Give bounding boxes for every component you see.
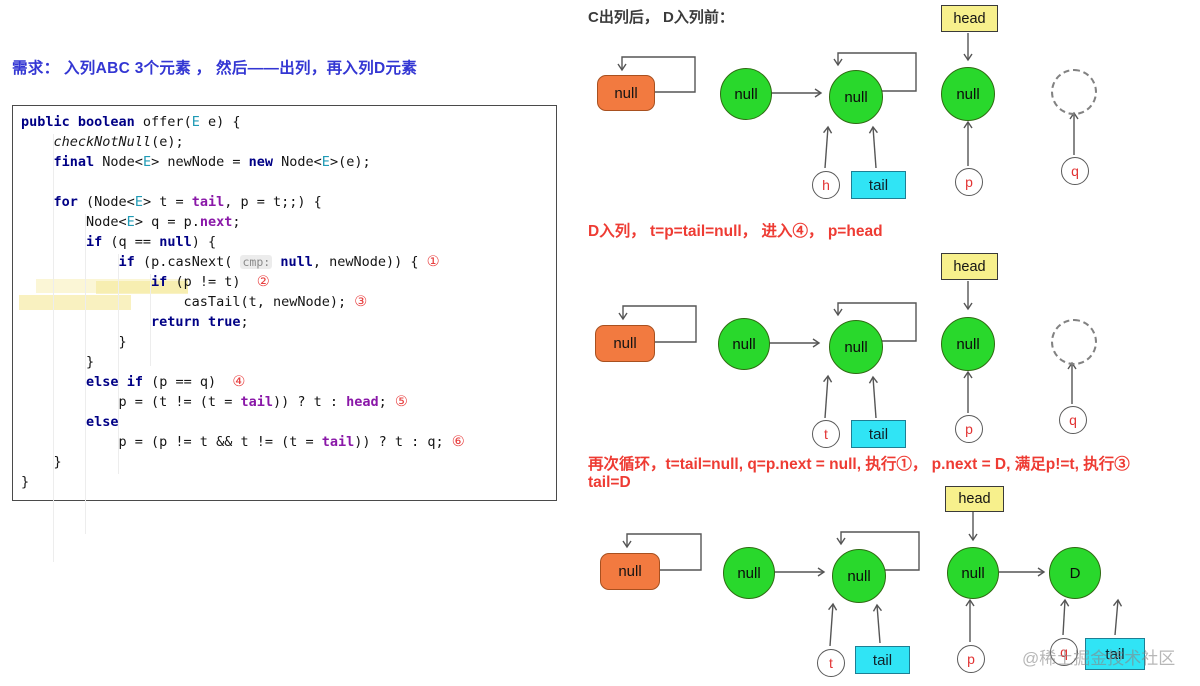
queue-node-3: null (941, 67, 995, 121)
code-line: } (21, 354, 95, 370)
code-line: checkNotNull(e); (53, 134, 184, 150)
code-line: if (p != t) ② (151, 274, 270, 290)
removed-node-placeholder (1051, 69, 1097, 115)
requirement-text: 需求： 入列ABC 3个元素 ， 然后——出列，再入列D元素 (12, 60, 418, 77)
code-line: p = (t != (t = tail)) ? t : head; ⑤ (21, 394, 408, 410)
head-label: head (941, 253, 998, 280)
diagram-after-c-dequeue: C出列后， D入列前： head null null null null h t… (585, 0, 1200, 215)
pointer-p: p (957, 645, 985, 673)
code-line: if (p.casNext( cmp: null, newNode)) { ① (118, 254, 440, 270)
code-line: return true; (151, 314, 249, 330)
indent-guide (85, 214, 86, 534)
code-line: else (86, 414, 119, 430)
code-line: for (Node<E> t = tail, p = t;;) { (53, 194, 322, 210)
pointer-q: q (1050, 638, 1078, 666)
sentinel-node: null (600, 553, 660, 590)
tail-label-new: tail (1085, 638, 1145, 670)
code-line: casTail(t, newNode); ③ (21, 294, 368, 310)
diagram2-annotation: D入列， t=p=tail=null， 进入④， p=head (588, 223, 883, 240)
queue-node-d: D (1049, 547, 1101, 599)
pointer-q: q (1059, 406, 1087, 434)
sentinel-node: null (597, 75, 655, 111)
pointer-t: t (817, 649, 845, 677)
diagram1-title: C出列后， D入列前： (588, 9, 734, 26)
pointer-q: q (1061, 157, 1089, 185)
queue-node-3: null (947, 547, 999, 599)
diagram2-arrows (618, 281, 1077, 419)
tail-label: tail (851, 420, 906, 448)
indent-guide (118, 254, 119, 474)
code-lines: public boolean offer(E e) { checkNotNull… (21, 112, 554, 492)
pointer-t: t (812, 420, 840, 448)
queue-node-3: null (941, 317, 995, 371)
queue-node-1: null (723, 547, 775, 599)
indent-guide (150, 274, 151, 366)
watermark: @稀土掘金技术社区 (1022, 649, 1176, 668)
code-line: } (21, 334, 127, 350)
pointer-p: p (955, 415, 983, 443)
queue-node-2: null (829, 320, 883, 374)
code-line: } (21, 454, 62, 470)
queue-node-1: null (720, 68, 772, 120)
indent-guide (53, 134, 54, 562)
sentinel-node: null (595, 325, 655, 362)
diagram-d-appended: 再次循环，t=tail=null, q=p.next = null, 执行①， … (585, 450, 1200, 686)
diagram3-annotation-line2: tail=D (588, 474, 631, 491)
pointer-p: p (955, 168, 983, 196)
removed-node-placeholder (1051, 319, 1097, 365)
code-line: final Node<E> newNode = new Node<E>(e); (53, 154, 371, 170)
diagram3-annotation-line1: 再次循环，t=tail=null, q=p.next = null, 执行①， … (588, 456, 1130, 473)
queue-node-2: null (829, 70, 883, 124)
code-line: else if (p == q) ④ (86, 374, 246, 390)
code-line: } (21, 474, 30, 490)
diagram3-arrows (622, 512, 1123, 647)
head-label: head (945, 486, 1004, 512)
code-block: public boolean offer(E e) { checkNotNull… (12, 105, 557, 562)
tail-label: tail (851, 171, 906, 199)
code-line: public boolean offer(E e) { (21, 114, 241, 130)
queue-node-2: null (832, 549, 886, 603)
diagram-d-enqueue-loop1: D入列， t=p=tail=null， 进入④， p=head head nul… (585, 215, 1200, 450)
code-line: Node<E> q = p.next; (21, 214, 241, 230)
code-line: if (q == null) { (86, 234, 217, 250)
code-line: p = (p != t && t != (t = tail)) ? t : q;… (21, 434, 465, 450)
tail-label-old: tail (855, 646, 910, 674)
queue-node-1: null (718, 318, 770, 370)
pointer-h: h (812, 171, 840, 199)
code-line (21, 172, 554, 192)
head-label: head (941, 5, 998, 32)
diagram1-arrows (617, 33, 1079, 169)
